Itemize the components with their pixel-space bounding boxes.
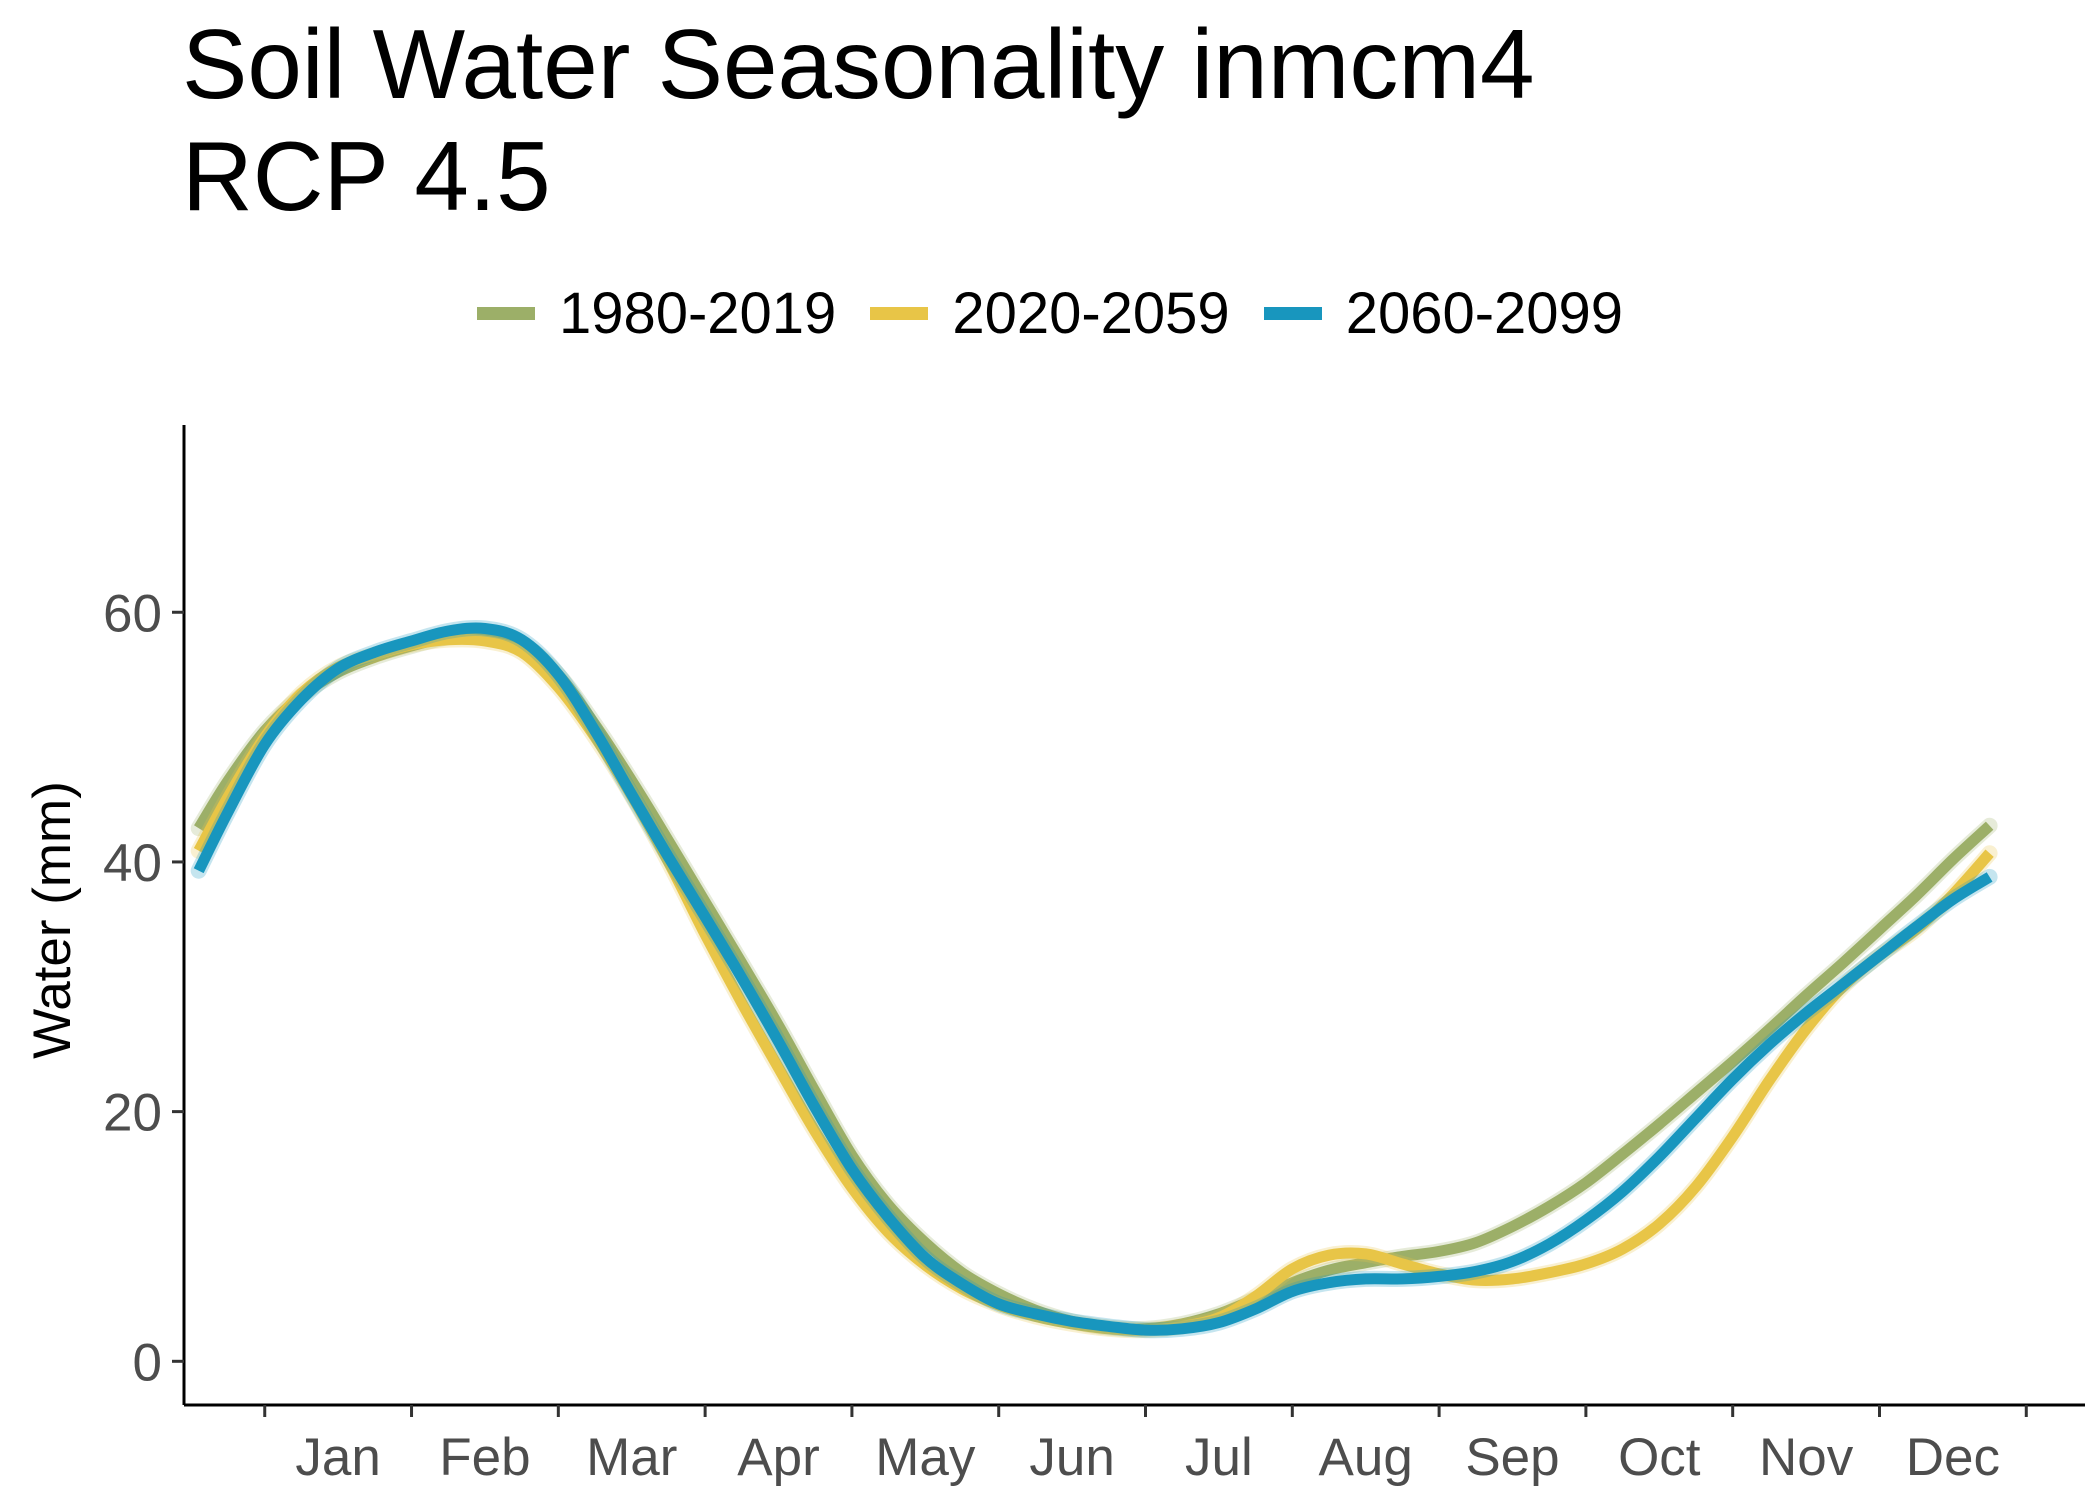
legend-key-1980-2019	[476, 307, 535, 320]
x-tick-label: Aug	[1319, 1428, 1413, 1487]
y-axis-title: Water (mm)	[23, 781, 82, 1059]
series-halo-1980-2019	[190, 626, 1998, 1338]
x-tick-label: Mar	[586, 1428, 677, 1487]
y-tick-label: 20	[103, 1084, 162, 1143]
x-tick-label: May	[875, 1428, 976, 1487]
x-tick-label: Feb	[439, 1428, 530, 1487]
series-line-2060-2099	[193, 622, 1993, 1336]
y-tick-label: 60	[103, 584, 162, 643]
series-halo-2020-2059	[190, 631, 1998, 1339]
x-tick-label: Jan	[295, 1428, 380, 1487]
x-tick-label: Oct	[1618, 1428, 1701, 1487]
y-tick-label: 40	[103, 834, 162, 893]
legend-item-2020-2059: 2020-2059	[870, 280, 1230, 347]
chart-title: Soil Water Seasonality inmcm4 RCP 4.5	[182, 8, 1535, 232]
legend-key-2060-2099	[1263, 307, 1322, 320]
legend-label-2060-2099: 2060-2099	[1345, 281, 1624, 346]
legend: 1980-2019 2020-2059 2060-2099	[0, 280, 2100, 347]
x-tick-label: Jun	[1029, 1428, 1114, 1487]
axes: 0 20 40 60 Jan Feb Mar Apr May Jun Jul Aug Sep Oct Nov…	[103, 425, 2085, 1487]
x-tick-label: Nov	[1759, 1428, 1854, 1487]
legend-label-1980-2019: 1980-2019	[558, 281, 837, 346]
chart-title-line-2: RCP 4.5	[182, 121, 551, 231]
chart-title-line-1: Soil Water Seasonality inmcm4	[182, 9, 1535, 119]
legend-key-2020-2059	[870, 307, 929, 320]
legend-item-2060-2099: 2060-2099	[1263, 280, 1624, 347]
legend-item-1980-2019: 1980-2019	[476, 280, 837, 347]
series-line-1980-2019	[194, 628, 1994, 1335]
x-tick-label: Apr	[737, 1428, 819, 1487]
x-tick-label: Jul	[1185, 1428, 1253, 1487]
series-layer	[190, 619, 1998, 1339]
legend-label-2020-2059: 2020-2059	[952, 281, 1230, 346]
x-tick-label: Sep	[1465, 1428, 1559, 1487]
series-halo-2060-2099	[190, 619, 1998, 1339]
series-line-2020-2059	[193, 633, 1994, 1336]
y-tick-label: 0	[133, 1333, 162, 1392]
x-tick-label: Dec	[1906, 1428, 2000, 1487]
